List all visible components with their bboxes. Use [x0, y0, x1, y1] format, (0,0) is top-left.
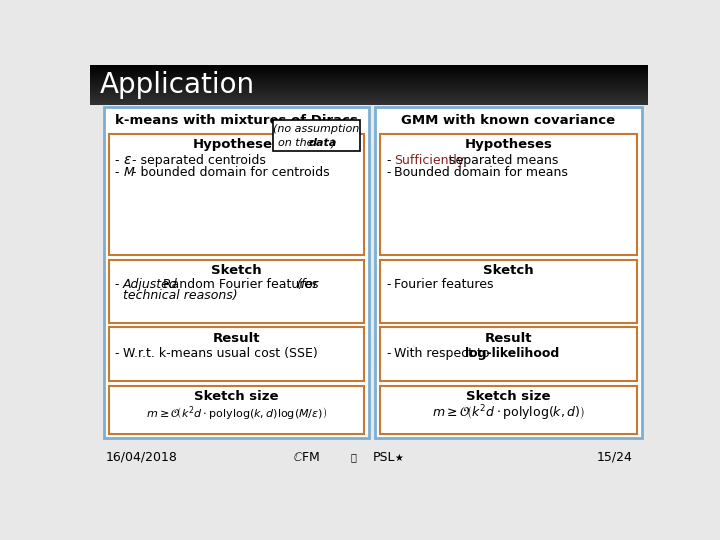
Text: Sketch: Sketch [483, 264, 534, 277]
Bar [380, 260, 637, 323]
Text: W.r.t. k-means usual cost (SSE): W.r.t. k-means usual cost (SSE) [122, 347, 318, 360]
Text: technical reasons): technical reasons) [122, 288, 237, 301]
Bar [380, 327, 637, 381]
Bar [90, 89, 648, 90]
Bar [90, 80, 648, 81]
Bar [109, 134, 364, 255]
Bar [90, 88, 648, 89]
Bar [90, 73, 648, 74]
Bar [90, 81, 648, 82]
Text: Hypotheses: Hypotheses [192, 138, 280, 151]
Bar [90, 83, 648, 84]
Bar [273, 120, 360, 151]
Text: log-likelihood: log-likelihood [465, 347, 559, 360]
Bar [109, 386, 364, 434]
Text: Application: Application [99, 71, 254, 99]
Bar [90, 94, 648, 95]
Text: Adjusted: Adjusted [122, 278, 177, 291]
Bar [90, 66, 648, 67]
Text: Sketch size: Sketch size [467, 390, 551, 403]
Text: Sketch size: Sketch size [194, 390, 279, 403]
Text: GMM with known covariance: GMM with known covariance [402, 114, 616, 127]
Text: $m \geq \mathcal{O}\!\left(k^2 d \cdot \mathrm{polylog}(k,d)\log(M/\varepsilon)\: $m \geq \mathcal{O}\!\left(k^2 d \cdot \… [146, 404, 327, 423]
Text: k-means with mixtures of Diracs: k-means with mixtures of Diracs [115, 114, 358, 127]
Bar [90, 86, 648, 87]
Bar [90, 90, 648, 91]
Text: -: - [114, 154, 120, 167]
Text: Sufficiently: Sufficiently [394, 154, 464, 167]
Bar [90, 76, 648, 77]
Bar [90, 104, 648, 105]
Text: $\varepsilon$: $\varepsilon$ [122, 153, 132, 167]
Text: 15/24: 15/24 [597, 451, 632, 464]
Bar [90, 92, 648, 93]
Text: (no assumption: (no assumption [273, 125, 359, 134]
Bar [90, 67, 648, 68]
Bar [90, 78, 648, 79]
Bar [90, 87, 648, 88]
Text: data: data [309, 138, 337, 149]
Text: -: - [386, 278, 390, 291]
Bar [109, 327, 364, 381]
Bar [90, 84, 648, 85]
Bar [90, 101, 648, 102]
Text: Random Fourier features: Random Fourier features [163, 278, 318, 291]
Bar [90, 103, 648, 104]
Text: (for: (for [296, 278, 318, 291]
Text: Bounded domain for means: Bounded domain for means [394, 166, 567, 179]
Text: -: - [386, 347, 390, 360]
Bar [90, 71, 648, 72]
Text: $\mathbb{C}$FM: $\mathbb{C}$FM [293, 451, 321, 464]
Bar [90, 82, 648, 83]
Bar [90, 79, 648, 80]
Bar [90, 68, 648, 69]
Text: ): ) [330, 138, 335, 149]
Bar [90, 95, 648, 96]
Text: Result: Result [485, 332, 532, 345]
Text: - separated centroids: - separated centroids [132, 154, 266, 167]
Bar [90, 85, 648, 86]
Text: -: - [114, 166, 120, 179]
Text: -: - [386, 166, 390, 179]
Bar [90, 69, 648, 70]
Text: separated means: separated means [445, 154, 558, 167]
Text: Fourier features: Fourier features [394, 278, 493, 291]
Bar [90, 98, 648, 99]
Bar [90, 99, 648, 100]
Text: - bounded domain for centroids: - bounded domain for centroids [132, 166, 330, 179]
Text: -: - [386, 154, 390, 167]
Text: $M$: $M$ [122, 166, 135, 179]
Bar [380, 134, 637, 255]
Text: 16/04/2018: 16/04/2018 [106, 451, 177, 464]
Bar [90, 70, 648, 71]
Bar [104, 107, 369, 438]
Bar [90, 72, 648, 73]
Bar [90, 100, 648, 101]
Bar [90, 74, 648, 75]
Text: PSL: PSL [373, 451, 396, 464]
Text: With respect to: With respect to [394, 347, 493, 360]
Bar [90, 97, 648, 98]
Bar [90, 77, 648, 78]
Text: -: - [114, 347, 120, 360]
Bar [90, 93, 648, 94]
Text: $m \geq \mathcal{O}\!\left(k^2 d \cdot \mathrm{polylog}(k,d)\right)$: $m \geq \mathcal{O}\!\left(k^2 d \cdot \… [432, 404, 585, 423]
Bar [90, 75, 648, 76]
Text: ★: ★ [394, 453, 402, 462]
Text: Sketch: Sketch [211, 264, 262, 277]
Text: -: - [114, 278, 120, 291]
Bar [109, 260, 364, 323]
Bar [90, 102, 648, 103]
Bar [380, 386, 637, 434]
Text: on the: on the [277, 138, 317, 149]
Text: 🐦: 🐦 [351, 453, 356, 462]
Bar [90, 65, 648, 66]
Bar [90, 91, 648, 92]
Bar [375, 107, 642, 438]
Bar [90, 96, 648, 97]
Text: Result: Result [212, 332, 260, 345]
Text: Hypotheses: Hypotheses [464, 138, 552, 151]
